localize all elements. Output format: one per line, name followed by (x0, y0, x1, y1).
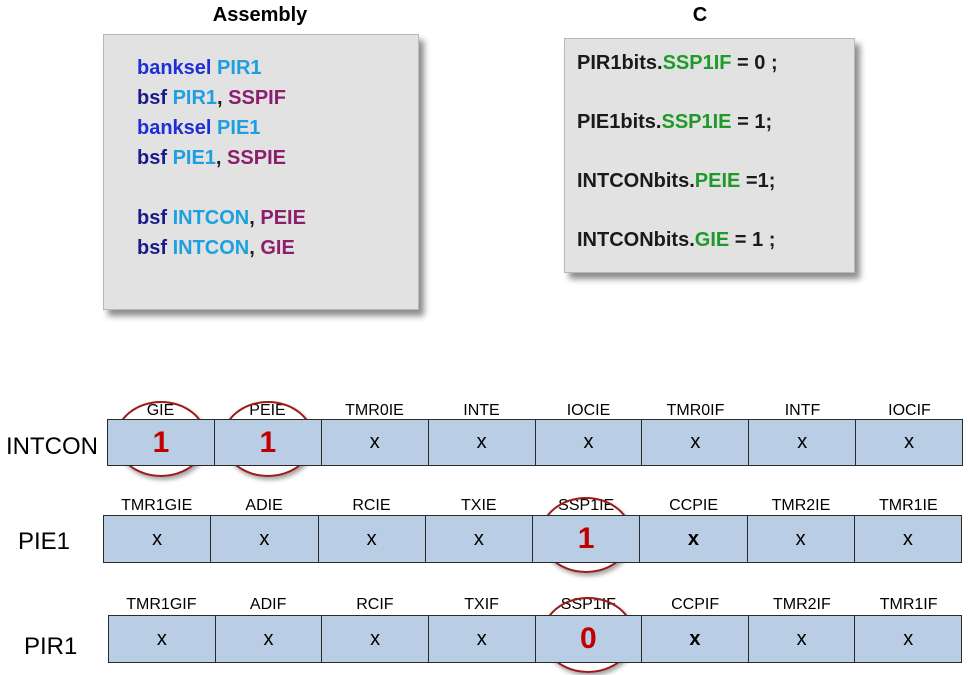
bit-label: INTE (463, 402, 500, 419)
bit-cell: x (426, 516, 533, 562)
bit-label: TMR2IF (772, 596, 831, 613)
bit-cell: x (322, 420, 429, 465)
bit-label: ADIF (249, 596, 287, 613)
assembly-token: PIR1 (172, 87, 218, 109)
bit-label: TMR2IE (771, 497, 831, 514)
c-code-token: SSP1IF (662, 52, 732, 74)
assembly-line: banksel PIE1 (137, 117, 260, 140)
assembly-token: PIR1 (217, 57, 262, 79)
bit-cell: x (640, 516, 748, 562)
c-code-token: =1; (740, 170, 776, 192)
c-heading: C (692, 4, 708, 26)
bit-cell: x (902, 527, 913, 550)
assembly-token: bsf (137, 87, 173, 109)
bit-label: TMR1IF (879, 596, 938, 613)
assembly-token: , (217, 87, 229, 109)
bit-cell: x (429, 420, 536, 465)
bit-cell: x (642, 616, 749, 662)
c-code-token: PIE1bits. (577, 111, 662, 133)
bit-cell: x (904, 431, 915, 453)
bit-label: TMR0IF (666, 402, 725, 419)
assembly-token: PIE1 (217, 117, 261, 139)
assembly-line: bsf PIE1, SSPIE (137, 147, 286, 170)
bit-cell: x (319, 516, 426, 562)
bit-cell: x (642, 420, 750, 465)
bit-label: IOCIF (888, 402, 931, 419)
c-code-token: = 1; (731, 111, 773, 133)
register-name-intcon: INTCON (6, 433, 98, 460)
assembly-token: bsf (137, 147, 173, 169)
register-name-pie1: PIE1 (18, 528, 71, 555)
bit-label: INTF (784, 402, 821, 419)
bit-cell: x (104, 516, 212, 562)
assembly-token: PEIE (260, 207, 306, 229)
bit-cell: x (216, 616, 323, 662)
bit-cell: x (429, 616, 536, 662)
assembly-heading: Assembly (212, 4, 308, 26)
bit-label: CCPIF (671, 596, 720, 613)
c-code-token: INTCONbits. (577, 229, 695, 251)
assembly-line: bsf INTCON, PEIE (137, 207, 306, 230)
bit-cell: x (109, 616, 216, 662)
bit-cell: x (211, 516, 319, 562)
bit-cell: x (322, 616, 429, 662)
c-code-token: PEIE (694, 170, 741, 192)
c-code-line: INTCONbits.PEIE =1; (577, 170, 775, 193)
assembly-token: INTCON (172, 237, 250, 259)
assembly-token: GIE (260, 237, 295, 259)
assembly-token: SSPIE (227, 147, 286, 169)
c-code-box: PIR1bits.SSP1IF = 0 ; PIE1bits.SSP1IE = 1… (564, 38, 855, 273)
register-name-pir1: PIR1 (24, 633, 78, 660)
bit-label: TMR1GIE (121, 497, 193, 514)
bit-cell: 1 (533, 516, 641, 562)
assembly-token: bsf (137, 207, 173, 229)
c-code-token: GIE (694, 229, 730, 251)
c-code-token: = 0 ; (731, 52, 778, 74)
bit-label: ADIE (245, 497, 283, 514)
bit-label: RCIE (352, 497, 391, 514)
bit-label: TMR0IE (345, 402, 404, 419)
assembly-line: banksel PIR1 (137, 57, 262, 80)
bit-label: TMR1IE (878, 497, 938, 514)
bit-label: CCPIE (669, 497, 719, 514)
assembly-token: INTCON (172, 207, 250, 229)
c-code-token: = 1 ; (729, 229, 776, 251)
assembly-line: bsf INTCON, GIE (137, 237, 295, 260)
assembly-token: , (249, 207, 261, 229)
assembly-token: banksel (137, 117, 218, 139)
bit-cell: x (903, 627, 914, 650)
c-code-token: PIR1bits. (577, 52, 663, 74)
c-code-token: SSP1IE (661, 111, 732, 133)
c-code-token: INTCONbits. (577, 170, 695, 192)
c-code-line: PIE1bits.SSP1IE = 1; (577, 111, 772, 134)
bit-label: TXIE (461, 497, 497, 514)
bit-cell: x (536, 420, 643, 465)
assembly-token: , (249, 237, 261, 259)
bit-labels: TMR1GIE ADIE RCIE TXIE SSP1IE CCPIE TMR2IE TMR1… (103, 497, 962, 515)
bit-cell: 1 (108, 420, 215, 465)
bit-cell: x (748, 516, 855, 562)
assembly-line: bsf PIR1, SSPIF (137, 87, 286, 110)
bit-cell: x (749, 420, 857, 465)
bit-labels: TMR1GIF ADIF RCIF TXIF SSP1IF CCPIF TMR2IF TMR1… (108, 596, 962, 614)
assembly-token: bsf (137, 237, 173, 259)
assembly-token: , (215, 147, 228, 169)
assembly-code-box: banksel PIR1 bsf PIR1, SSPIF banksel PIE1 b… (103, 34, 419, 310)
c-code-line: INTCONbits.GIE = 1 ; (577, 229, 775, 252)
bit-label: IOCIE (566, 402, 611, 419)
assembly-token: SSPIF (228, 87, 286, 109)
bit-label: TMR1GIF (126, 596, 197, 613)
bit-cell: 1 (215, 420, 322, 465)
bit-cell: x (749, 616, 856, 662)
bit-label: TXIF (464, 596, 499, 613)
assembly-token: PIE1 (172, 147, 216, 169)
c-code-line: PIR1bits.SSP1IF = 0 ; (577, 52, 778, 75)
assembly-token: banksel (137, 57, 218, 79)
bit-cell: 0 (536, 616, 643, 662)
bit-label: RCIF (356, 596, 394, 613)
